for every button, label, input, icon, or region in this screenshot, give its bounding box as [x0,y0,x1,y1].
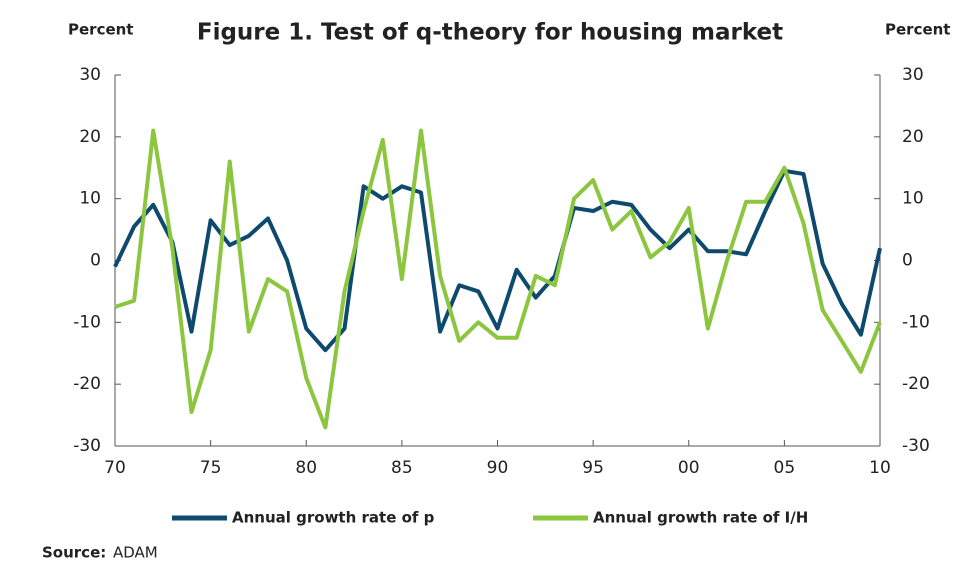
y-tick-label: 0 [90,251,101,271]
y-tick-label: -20 [73,374,101,394]
x-tick-label: 90 [487,458,509,478]
y2-tick-label: -20 [902,374,930,394]
x-tick-label: 80 [295,458,317,478]
chart-title: Figure 1. Test of q-theory for housing m… [197,20,783,46]
y-tick-label: 20 [79,127,101,147]
legend-label: Annual growth rate of I/H [593,509,808,527]
y2-axis-label: Percent [885,21,950,39]
y-tick-label: 30 [79,65,101,85]
y2-tick-label: 0 [902,251,913,271]
x-tick-label: 00 [678,458,700,478]
x-tick-label: 70 [104,458,126,478]
y-tick-label: -10 [73,312,101,332]
x-tick-label: 75 [200,458,222,478]
series-line [113,168,882,353]
y2-tick-label: -30 [902,436,930,456]
x-tick-label: 05 [774,458,796,478]
series-line [114,128,882,430]
y-tick-label: 10 [79,189,101,209]
y2-tick-label: -10 [902,312,930,332]
y2-tick-label: 10 [902,189,924,209]
legend-label: Annual growth rate of p [232,509,435,527]
x-tick-label: 85 [391,458,413,478]
y2-tick-label: 30 [902,65,924,85]
source: ADAM [113,544,158,562]
y-tick-label: -30 [73,436,101,456]
y-axis-label: Percent [68,21,133,39]
source-label: Source: [42,544,106,562]
y2-tick-label: 20 [902,127,924,147]
x-tick-label: 95 [582,458,604,478]
x-tick-label: 10 [869,458,891,478]
